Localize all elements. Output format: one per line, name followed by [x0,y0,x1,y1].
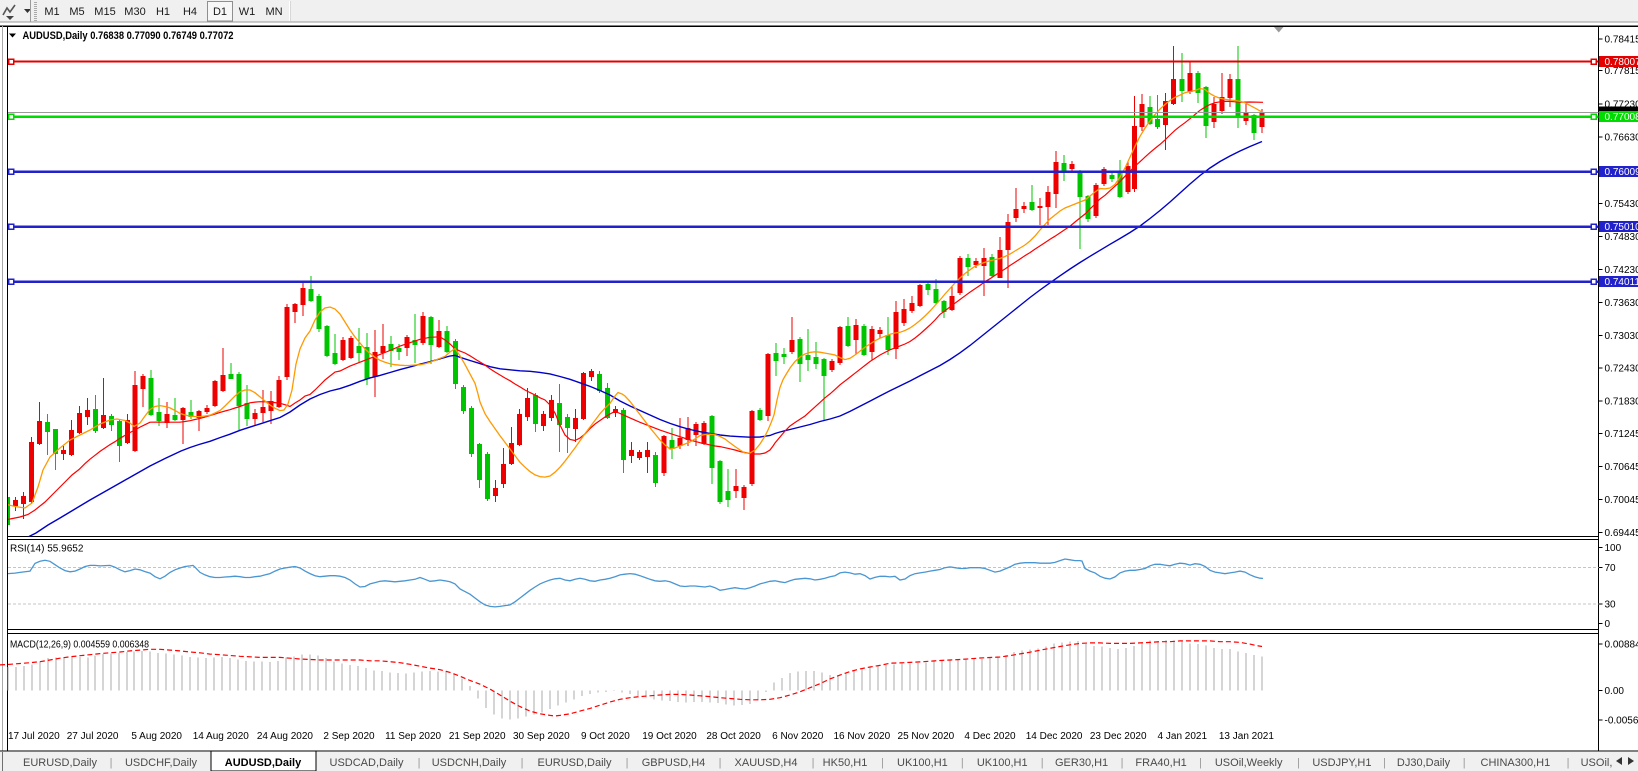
svg-text:9 Oct 2020: 9 Oct 2020 [581,731,630,742]
svg-text:25 Nov 2020: 25 Nov 2020 [898,731,955,742]
svg-text:14 Aug 2020: 14 Aug 2020 [193,731,250,742]
svg-text:|: | [1199,757,1202,769]
svg-text:H4: H4 [183,6,197,18]
svg-text:0.78007: 0.78007 [1605,57,1638,68]
svg-text:M1: M1 [44,6,59,18]
svg-text:USOil,Weekly: USOil,Weekly [1215,757,1283,769]
svg-text:17 Jul 2020: 17 Jul 2020 [8,731,60,742]
svg-text:RSI(14) 55.9652: RSI(14) 55.9652 [10,544,84,555]
svg-text:0.74011: 0.74011 [1605,277,1638,288]
svg-text:|: | [1041,757,1044,769]
svg-text:MN: MN [265,6,282,18]
svg-text:DJ30,Daily: DJ30,Daily [1397,757,1451,769]
svg-text:USDCAD,Daily: USDCAD,Daily [330,757,404,769]
svg-text:21 Sep 2020: 21 Sep 2020 [449,731,506,742]
svg-text:0: 0 [1605,619,1611,630]
svg-text:AUDUSD,Daily: AUDUSD,Daily [225,757,302,769]
svg-text:GBPUSD,H4: GBPUSD,H4 [642,757,706,769]
svg-text:16 Nov 2020: 16 Nov 2020 [833,731,890,742]
svg-text:|: | [719,757,722,769]
svg-text:13 Jan 2021: 13 Jan 2021 [1219,731,1274,742]
svg-text:|: | [881,757,884,769]
svg-text:0.78415: 0.78415 [1605,35,1638,46]
svg-text:2 Sep 2020: 2 Sep 2020 [323,731,375,742]
svg-text:0.73030: 0.73030 [1605,331,1638,342]
svg-text:0.77008: 0.77008 [1605,112,1638,123]
svg-text:30 Sep 2020: 30 Sep 2020 [513,731,570,742]
svg-text:0.72430: 0.72430 [1605,364,1638,375]
svg-text:30: 30 [1605,600,1617,611]
svg-text:|: | [1297,757,1300,769]
svg-text:|: | [110,757,113,769]
svg-text:0.70645: 0.70645 [1605,462,1638,473]
svg-text:EURUSD,Daily: EURUSD,Daily [23,757,97,769]
svg-text:|: | [961,757,964,769]
svg-text:70: 70 [1605,563,1617,574]
svg-text:EURUSD,Daily: EURUSD,Daily [538,757,612,769]
svg-text:|: | [626,757,629,769]
svg-text:0.70045: 0.70045 [1605,495,1638,506]
svg-text:CHINA300,H1: CHINA300,H1 [1481,757,1551,769]
svg-text:UK100,H1: UK100,H1 [977,757,1028,769]
svg-text:0.77815: 0.77815 [1605,66,1638,77]
svg-text:0.75430: 0.75430 [1605,199,1638,210]
svg-text:UK100,H1: UK100,H1 [897,757,948,769]
svg-text:MACD(12,26,9) 0.004559 0.00634: MACD(12,26,9) 0.004559 0.006348 [10,640,149,651]
svg-text:0.71245: 0.71245 [1605,429,1638,440]
svg-text:M15: M15 [94,6,115,18]
svg-text:0.77230: 0.77230 [1605,100,1638,111]
svg-text:|: | [521,757,524,769]
svg-text:6 Nov 2020: 6 Nov 2020 [772,731,824,742]
svg-text:0.74830: 0.74830 [1605,232,1638,243]
svg-text:M5: M5 [69,6,84,18]
svg-text:27 Jul 2020: 27 Jul 2020 [67,731,119,742]
svg-text:USDJPY,H1: USDJPY,H1 [1312,757,1371,769]
svg-text:24 Aug 2020: 24 Aug 2020 [257,731,314,742]
svg-text:|: | [1121,757,1124,769]
svg-text:GER30,H1: GER30,H1 [1055,757,1108,769]
svg-text:USDCHF,Daily: USDCHF,Daily [125,757,198,769]
svg-text:W1: W1 [239,6,256,18]
svg-text:|: | [1383,757,1386,769]
svg-text:0.74230: 0.74230 [1605,265,1638,276]
svg-text:19 Oct 2020: 19 Oct 2020 [642,731,697,742]
svg-text:0.73630: 0.73630 [1605,298,1638,309]
svg-text:4 Jan 2021: 4 Jan 2021 [1158,731,1208,742]
svg-text:|: | [1567,757,1570,769]
svg-text:0.76630: 0.76630 [1605,133,1638,144]
svg-text:14 Dec 2020: 14 Dec 2020 [1026,731,1083,742]
svg-text:0.69445: 0.69445 [1605,528,1638,539]
svg-text:XAUUSD,H4: XAUUSD,H4 [735,757,798,769]
svg-text:0.71830: 0.71830 [1605,397,1638,408]
svg-text:23 Dec 2020: 23 Dec 2020 [1090,731,1147,742]
svg-text:H1: H1 [156,6,170,18]
svg-text:AUDUSD,Daily 0.76838 0.77090: AUDUSD,Daily 0.76838 0.77090 0.76749 0.7… [23,30,234,42]
svg-text:0.76009: 0.76009 [1605,167,1638,178]
svg-text:|: | [812,757,815,769]
svg-text:D1: D1 [213,6,227,18]
svg-text:11 Sep 2020: 11 Sep 2020 [385,731,441,742]
svg-text:0.00884: 0.00884 [1605,639,1638,650]
svg-text:0.75010: 0.75010 [1605,222,1638,233]
svg-text:FRA40,H1: FRA40,H1 [1135,757,1186,769]
svg-text:4 Dec 2020: 4 Dec 2020 [964,731,1016,742]
svg-text:USDCNH,Daily: USDCNH,Daily [432,757,507,769]
svg-text:-0.00565: -0.00565 [1605,716,1638,727]
svg-text:M30: M30 [124,6,145,18]
svg-text:28 Oct 2020: 28 Oct 2020 [706,731,761,742]
svg-text:HK50,H1: HK50,H1 [823,757,868,769]
svg-text:100: 100 [1605,543,1622,554]
svg-text:USOil,: USOil, [1581,757,1613,769]
svg-text:|: | [1463,757,1466,769]
svg-text:5 Aug 2020: 5 Aug 2020 [131,731,182,742]
svg-text:|: | [418,757,421,769]
svg-text:0.00: 0.00 [1605,686,1625,697]
